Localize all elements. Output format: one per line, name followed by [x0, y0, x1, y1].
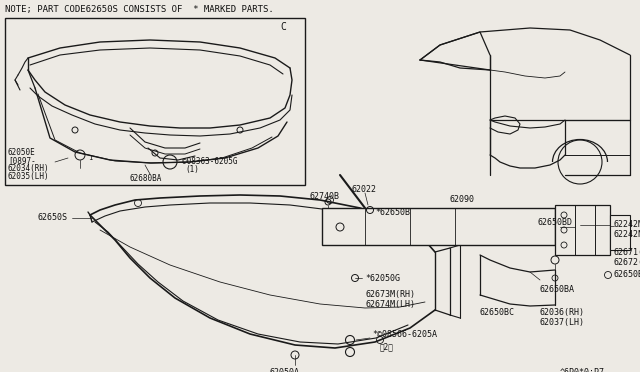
Text: 62650BC: 62650BC	[480, 308, 515, 317]
Text: 62650S: 62650S	[38, 214, 68, 222]
Text: 62673M(RH): 62673M(RH)	[365, 290, 415, 299]
Bar	[322, 208, 555, 245]
Text: 62242N(LH): 62242N(LH)	[614, 230, 640, 239]
Bar	[5, 18, 305, 185]
Text: 62036(RH): 62036(RH)	[540, 308, 585, 317]
Text: ©08363-6205G: ©08363-6205G	[182, 157, 237, 166]
Text: 62035(LH): 62035(LH)	[8, 172, 50, 181]
Text: [0897-: [0897-	[8, 156, 36, 165]
Text: 62650BB: 62650BB	[614, 270, 640, 279]
Text: 62650BA: 62650BA	[540, 285, 575, 294]
Text: 62674M(LH): 62674M(LH)	[365, 300, 415, 309]
Text: 62050A: 62050A	[270, 368, 300, 372]
Text: 62671(RH): 62671(RH)	[614, 248, 640, 257]
Text: 62680BA: 62680BA	[130, 174, 163, 183]
Text: 62242M(RH): 62242M(RH)	[614, 220, 640, 229]
Text: 62672(LH): 62672(LH)	[614, 258, 640, 267]
Text: ^6P0*0:P7: ^6P0*0:P7	[560, 368, 605, 372]
Text: 62022: 62022	[352, 185, 377, 194]
Text: NOTE; PART CODE62650S CONSISTS OF  * MARKED PARTS.: NOTE; PART CODE62650S CONSISTS OF * MARK…	[5, 5, 274, 14]
Text: 62050E: 62050E	[8, 148, 36, 157]
Text: 62650BD: 62650BD	[538, 218, 573, 227]
Text: 62034(RH): 62034(RH)	[8, 164, 50, 173]
Bar	[555, 205, 610, 255]
Text: (1): (1)	[185, 165, 199, 174]
Text: *©08566-6205A: *©08566-6205A	[372, 330, 437, 339]
Text: 62037(LH): 62037(LH)	[540, 318, 585, 327]
Text: C: C	[280, 22, 286, 32]
Bar	[610, 215, 630, 250]
Text: *62050G: *62050G	[365, 274, 400, 283]
Text: 62740B: 62740B	[310, 192, 340, 201]
Text: *62650B: *62650B	[375, 208, 410, 217]
Text: 1: 1	[88, 155, 92, 161]
Text: ＜2＞: ＜2＞	[380, 342, 394, 351]
Text: 62090: 62090	[450, 195, 475, 204]
